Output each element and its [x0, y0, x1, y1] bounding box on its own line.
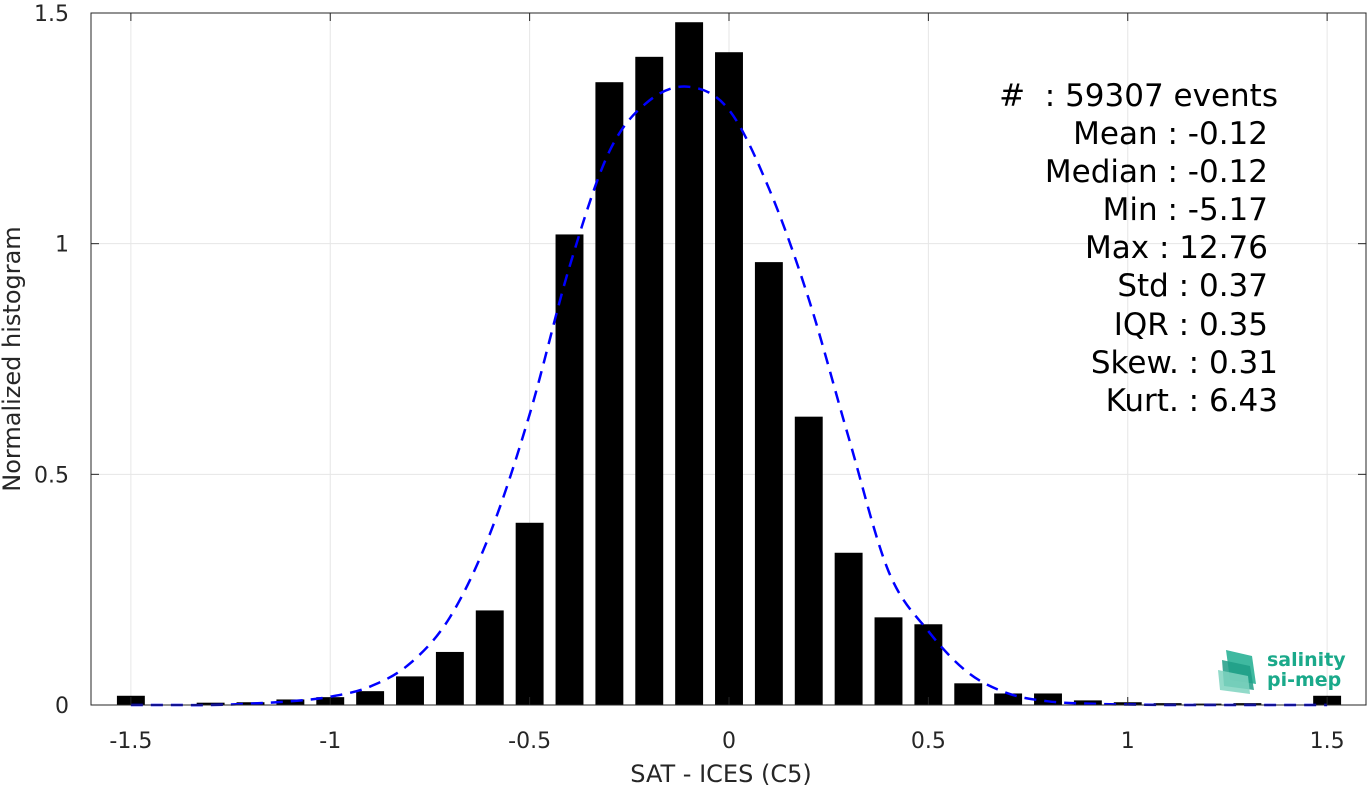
stat-iqr: IQR : 0.35 [1114, 307, 1268, 343]
histogram-bar [555, 234, 584, 705]
x-axis-ticks: -1.5 -1 -0.5 0 0.5 1 1.5 [109, 13, 1345, 754]
statistics-annotations: # : 59307 events Mean : -0.12 Median : -… [999, 78, 1278, 419]
stat-max: Max : 12.76 [1085, 230, 1268, 266]
x-tick-label: -0.5 [508, 729, 551, 754]
histogram-bar [435, 651, 464, 705]
histogram-bar [954, 683, 983, 705]
histogram-bar [794, 416, 823, 705]
stat-median: Median : -0.12 [1045, 154, 1268, 190]
salinity-pi-mep-logo: salinity pi-mep [1218, 649, 1346, 694]
x-axis-label: SAT - ICES (C5) [630, 760, 811, 785]
x-tick-label: 1 [1121, 729, 1135, 754]
histogram-bar [515, 522, 544, 705]
x-tick-label: -1 [319, 729, 341, 754]
y-tick-label: 1 [55, 233, 69, 258]
stat-kurt: Kurt. : 6.43 [1106, 383, 1278, 419]
y-axis-label: Normalized histogram [0, 226, 26, 491]
stat-std: Std : 0.37 [1117, 268, 1268, 304]
histogram-bar [595, 82, 624, 705]
histogram-bar [914, 624, 943, 705]
histogram-bar [754, 262, 783, 705]
x-tick-label: 0.5 [911, 729, 946, 754]
histogram-bar [196, 702, 225, 705]
y-axis-ticks: 0 0.5 1 1.5 [34, 2, 1366, 719]
histogram-bar [874, 617, 903, 705]
y-tick-label: 0.5 [34, 463, 69, 488]
stat-events: # : 59307 events [999, 78, 1278, 114]
histogram-bar [276, 699, 305, 705]
x-tick-label: 0 [722, 729, 736, 754]
histogram-bar [635, 56, 664, 706]
histogram-bar [475, 610, 504, 705]
stat-skew: Skew. : 0.31 [1091, 345, 1278, 381]
histogram-bar [396, 676, 424, 705]
stat-min: Min : -5.17 [1103, 192, 1268, 228]
y-tick-label: 1.5 [34, 2, 69, 27]
histogram-bar [675, 22, 704, 705]
histogram-bar [236, 702, 265, 705]
x-tick-label: 1.5 [1310, 729, 1345, 754]
x-tick-label: -1.5 [109, 729, 152, 754]
stat-mean: Mean : -0.12 [1073, 116, 1268, 152]
histogram-bar [356, 691, 385, 705]
gaussian-fit-line [130, 85, 1328, 707]
histogram-bar [994, 693, 1023, 705]
histogram-bar [834, 552, 863, 705]
wave-logo-icon [1218, 650, 1256, 694]
logo-line2: pi-mep [1267, 669, 1341, 691]
y-tick-label: 0 [55, 694, 69, 719]
histogram-bar [1034, 693, 1062, 705]
logo-line1: salinity [1267, 649, 1346, 671]
histogram-bar [715, 52, 743, 706]
